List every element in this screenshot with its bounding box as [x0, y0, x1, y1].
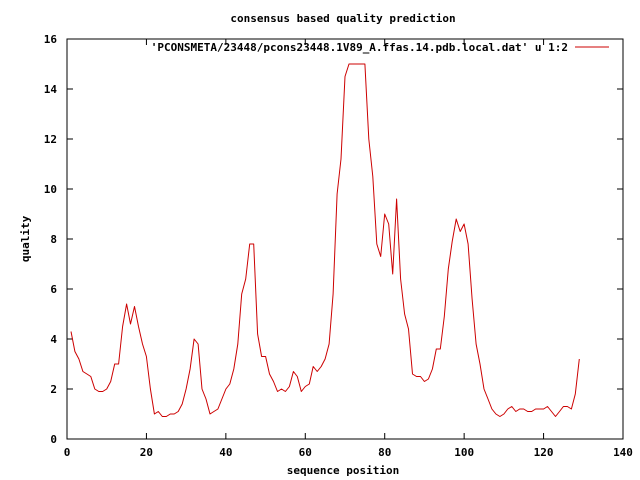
y-tick-label: 10	[44, 183, 57, 196]
series-line-0	[70, 63, 580, 417]
plot-frame	[66, 38, 624, 440]
x-tick-label: 80	[378, 446, 391, 459]
x-tick-label: 0	[64, 446, 71, 459]
y-tick-label: 12	[44, 133, 57, 146]
y-tick-label: 4	[50, 333, 57, 346]
y-tick-label: 6	[50, 283, 57, 296]
x-tick-label: 20	[140, 446, 153, 459]
legend-label: 'PCONSMETA/23448/pcons23448.1V89_A.ffas.…	[151, 41, 568, 54]
legend: 'PCONSMETA/23448/pcons23448.1V89_A.ffas.…	[151, 41, 609, 54]
y-axis-label: quality	[19, 215, 32, 262]
y-tick-label: 14	[44, 83, 58, 96]
y-axis-ticks: 0 2 4 6 8 10 12 14 16	[44, 33, 623, 446]
y-tick-label: 2	[50, 383, 57, 396]
chart-title: consensus based quality prediction	[230, 12, 455, 25]
y-tick-label: 16	[44, 33, 58, 46]
x-tick-label: 100	[454, 446, 474, 459]
series-group	[70, 63, 580, 417]
x-tick-label: 120	[534, 446, 554, 459]
x-tick-label: 140	[613, 446, 633, 459]
x-tick-label: 40	[219, 446, 232, 459]
y-tick-label: 0	[50, 433, 57, 446]
x-tick-label: 60	[299, 446, 312, 459]
x-axis-label: sequence position	[287, 464, 400, 477]
y-tick-label: 8	[50, 233, 57, 246]
plot-border	[66, 38, 624, 440]
x-axis-ticks: 0 20 40 60 80 100 120 140	[64, 39, 633, 459]
